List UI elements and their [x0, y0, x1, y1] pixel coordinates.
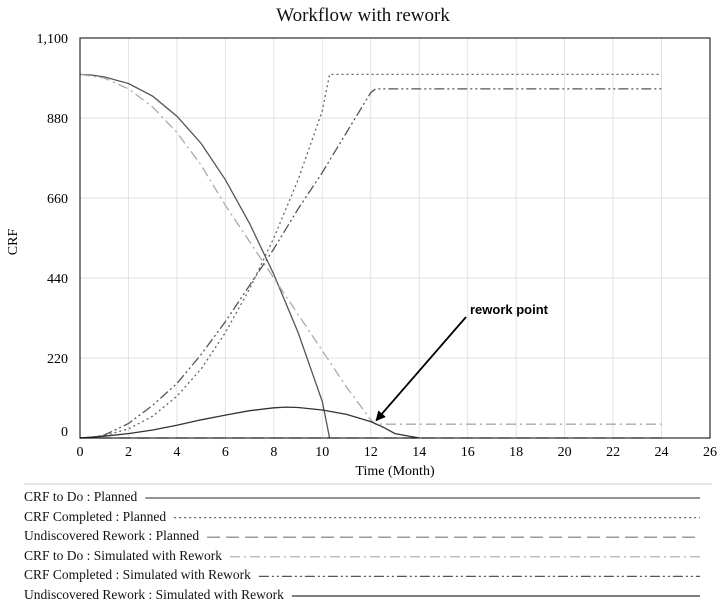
- series-line-6: [79, 406, 420, 439]
- x-tick-label: 10: [315, 445, 329, 460]
- grid: [80, 38, 710, 438]
- annotation: rework point: [375, 302, 549, 422]
- x-tick-label: 24: [655, 445, 669, 460]
- y-tick-label: 660: [47, 192, 68, 207]
- x-tick-label: 6: [222, 445, 229, 460]
- x-tick-label: 22: [606, 445, 620, 460]
- y-tick-label: 220: [47, 352, 68, 367]
- y-tick-label: 440: [47, 272, 68, 287]
- y-tick-label: 0: [61, 425, 68, 440]
- axis-ticks: 0 2 4 6 8 10 12 14 16 18 20 22 24 2602204406608801,10…: [37, 32, 718, 460]
- y-tick-label: 1,100: [37, 32, 69, 47]
- x-tick-label: 0: [77, 445, 84, 460]
- x-tick-label: 20: [558, 445, 572, 460]
- x-tick-label: 26: [703, 445, 717, 460]
- series-line-1: [79, 73, 331, 439]
- series-line-5: [79, 88, 662, 439]
- x-tick-label: 14: [412, 445, 426, 460]
- x-tick-label: 8: [270, 445, 277, 460]
- x-tick-label: 18: [509, 445, 523, 460]
- series-line-4: [79, 73, 662, 425]
- plot-area-frame: [79, 37, 711, 439]
- x-tick-label: 2: [125, 445, 132, 460]
- x-axis-label: Time (Month): [355, 464, 435, 479]
- x-tick-label: 4: [173, 445, 180, 460]
- y-axis-label: CRF: [6, 229, 21, 256]
- annotation-arrow: [375, 316, 467, 422]
- series-line-2: [79, 73, 662, 439]
- y-tick-label: 880: [47, 112, 68, 127]
- x-tick-label: 16: [461, 445, 475, 460]
- x-tick-label: 12: [364, 445, 378, 460]
- chart-title: Workflow with rework: [276, 5, 450, 26]
- annotation-text: rework point: [470, 302, 549, 317]
